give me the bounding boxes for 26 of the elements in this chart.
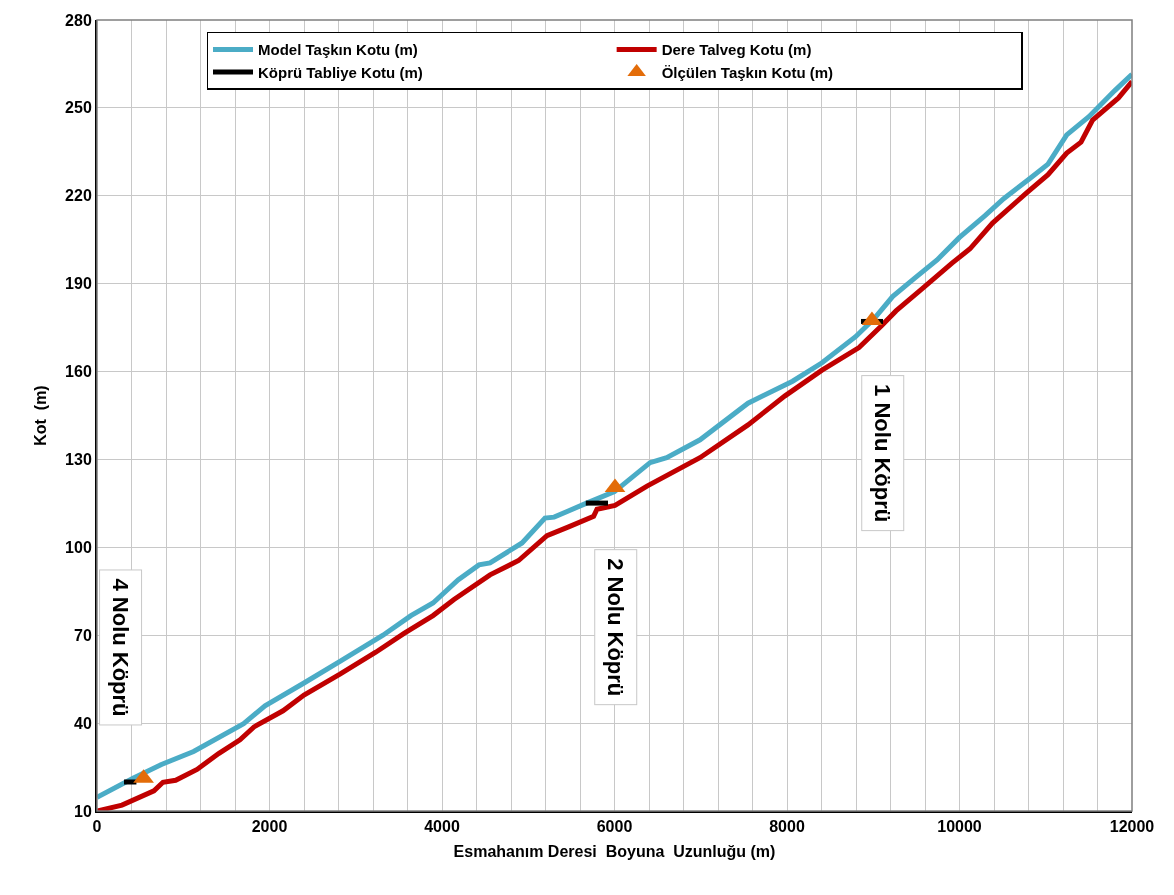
y-tick-label: 100 [65, 538, 92, 556]
annotation: 4 Nolu Köprü [108, 578, 134, 717]
y-tick-label: 40 [74, 714, 92, 732]
y-tick-label: 220 [65, 187, 92, 205]
legend-label: Model Taşkın Kotu (m) [258, 41, 418, 59]
y-tick-label: 160 [65, 363, 92, 381]
x-tick-label: 0 [92, 818, 102, 836]
y-axis-title: Kot (m) [32, 385, 50, 446]
y-tick-label: 250 [65, 99, 92, 117]
x-tick-label: 2000 [251, 818, 288, 836]
x-tick-label: 4000 [424, 818, 460, 836]
x-tick-label: 8000 [769, 818, 805, 836]
legend-label: Köprü Tabliye Kotu (m) [258, 63, 423, 81]
legend-label: Dere Talveg Kotu (m) [661, 41, 812, 59]
y-tick-label: 190 [65, 275, 92, 293]
y-tick-label: 10 [74, 802, 92, 820]
x-tick-label: 6000 [596, 818, 633, 836]
x-axis-title: Esmahanım Deresi Boyuna Uzunluğu (m) [453, 843, 776, 861]
x-tick-label: 10000 [937, 818, 982, 836]
legend-label: Ölçülen Taşkın Kotu (m) [661, 63, 834, 81]
annotation: 2 Nolu Köprü [603, 558, 629, 697]
y-tick-label: 130 [65, 451, 92, 469]
annotation: 1 Nolu Köprü [870, 384, 896, 523]
y-tick-label: 70 [74, 626, 92, 644]
x-tick-label: 12000 [1109, 818, 1155, 836]
y-tick-label: 280 [65, 11, 92, 29]
